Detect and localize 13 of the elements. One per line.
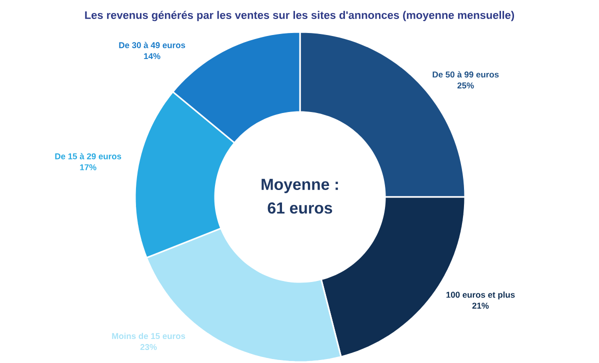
- data-label: 21%: [472, 302, 489, 309]
- chart-title: Les revenus générés par les ventes sur les sites d'annonces (moyenne mensuelle): [85, 10, 514, 22]
- slice-label: De 15 à 29 euros: [55, 153, 122, 160]
- text: Moyenne :: [262, 178, 338, 194]
- slice-label: Moins de 15 euros: [112, 332, 186, 340]
- slice-label: 100 euros et plus: [446, 292, 515, 300]
- data-label: 14%: [144, 53, 160, 60]
- data-label: 17%: [80, 164, 96, 170]
- text: 61 euros: [268, 202, 332, 214]
- data-label: 25%: [457, 82, 474, 89]
- data-label: 23%: [140, 344, 157, 350]
- slice-label: De 30 à 49 euros: [119, 42, 186, 48]
- slice-label: De 50 à 99 euros: [432, 71, 499, 78]
